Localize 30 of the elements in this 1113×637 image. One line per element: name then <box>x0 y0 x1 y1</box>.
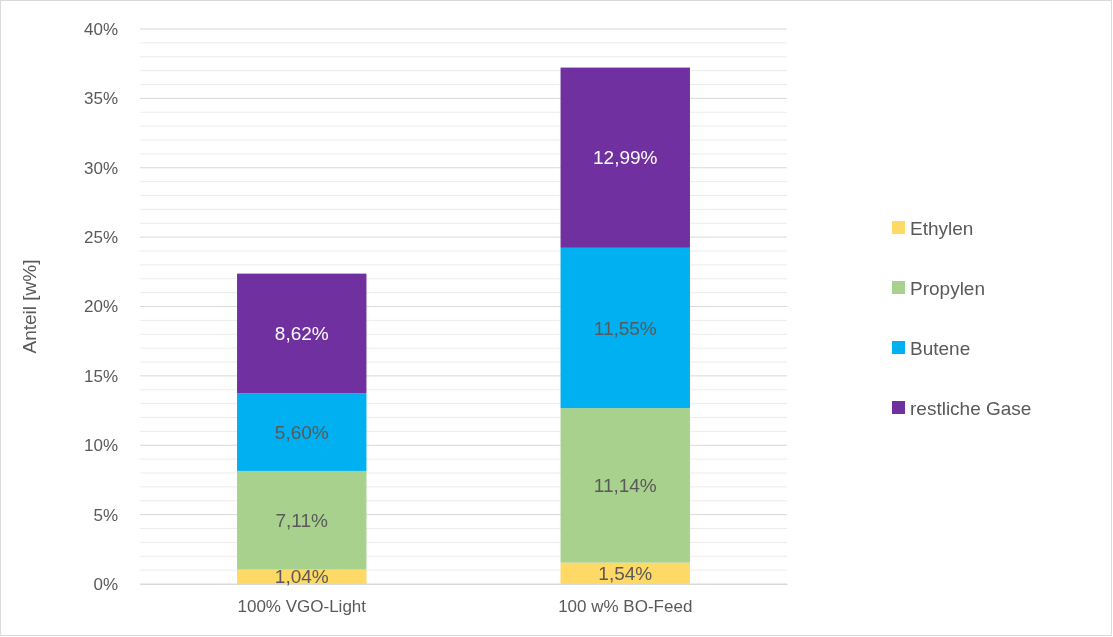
bar <box>560 408 690 563</box>
data-label: 11,14% <box>593 475 657 496</box>
data-label: 7,11% <box>275 509 329 531</box>
y-tick-label: 30% <box>83 158 118 178</box>
legend-label: Ethylen <box>910 217 974 239</box>
data-label: 5,60% <box>274 421 329 443</box>
data-label: 12,99% <box>593 147 658 169</box>
y-tick-label: 40% <box>83 19 118 39</box>
bar <box>237 273 367 394</box>
y-tick-label: 5% <box>93 505 118 525</box>
x-tick-label: 100 w% BO-Feed <box>558 597 693 617</box>
legend-label: Butene <box>910 337 971 359</box>
y-tick-label: 35% <box>83 89 118 109</box>
y-tick-label: 15% <box>83 366 118 386</box>
data-label: 11,55% <box>593 317 657 339</box>
data-label: 1,54% <box>598 562 653 584</box>
bar <box>560 67 690 248</box>
data-label: 1,04% <box>274 566 329 588</box>
x-tick-label: 100% VGO-Light <box>237 597 367 617</box>
legend-label: Propylen <box>910 277 985 299</box>
bar <box>237 470 367 570</box>
data-label: 8,62% <box>274 323 329 345</box>
y-tick-label: 25% <box>83 228 118 248</box>
y-tick-label: 20% <box>83 297 118 317</box>
bar <box>560 247 690 409</box>
y-tick-label: 0% <box>93 574 118 594</box>
bar <box>237 393 367 471</box>
legend-label: restliche Gase <box>910 397 1032 419</box>
y-axis-title: Anteil [w%] <box>19 259 40 354</box>
y-tick-label: 10% <box>83 436 118 456</box>
